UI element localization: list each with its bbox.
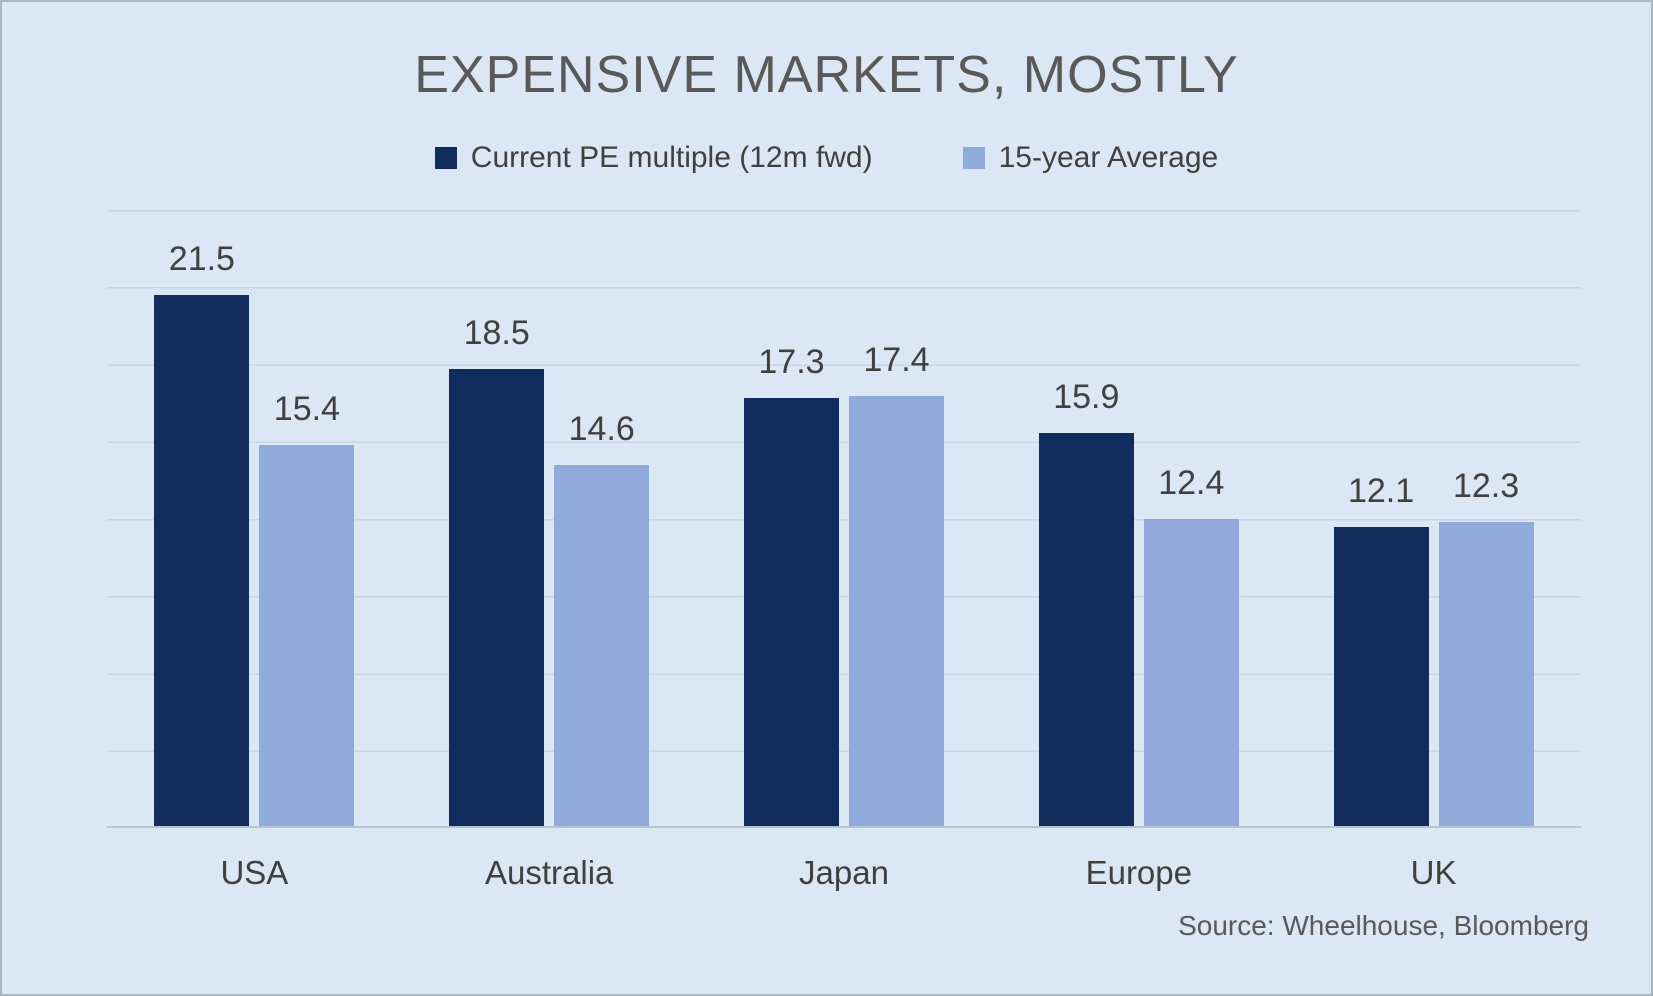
legend-label-average: 15-year Average (998, 141, 1219, 174)
bar-average-australia (554, 465, 650, 826)
source-note: Source: Wheelhouse, Bloomberg (1178, 910, 1589, 941)
value-label: 21.5 (168, 240, 235, 278)
bar-column-average: 14.6 (554, 410, 650, 826)
category-label-japan: Japan (799, 854, 889, 891)
bar-group-australia: 18.5 14.6 (402, 314, 697, 826)
bar-current-usa (154, 295, 250, 826)
value-label: 15.9 (1053, 378, 1120, 416)
value-label: 18.5 (463, 314, 530, 352)
bar-group-usa: 21.5 15.4 (107, 240, 402, 826)
bar-current-australia (449, 369, 545, 826)
legend-item-average: 15-year Average (962, 141, 1219, 175)
legend-swatch-average-icon (962, 147, 985, 169)
category-label-uk: UK (1410, 854, 1457, 891)
bar-column-current: 21.5 (154, 240, 250, 826)
legend-swatch-current-icon (434, 147, 457, 169)
value-label: 14.6 (568, 410, 635, 448)
plot-area: 21.5 15.4 18.5 14.6 17.3 17.4 15.9 12.4 12.1 12.3 (107, 210, 1581, 828)
bar-average-usa (259, 445, 355, 826)
value-label: 17.4 (863, 341, 930, 379)
bar-column-average: 12.3 (1438, 467, 1534, 826)
bar-column-current: 12.1 (1333, 472, 1429, 826)
bar-average-japan (848, 396, 944, 826)
chart-title: EXPENSIVE MARKETS, MOSTLY (414, 46, 1239, 104)
bar-group-japan: 17.3 17.4 (697, 341, 992, 826)
bar-group-europe: 15.9 12.4 (991, 378, 1286, 826)
bar-current-japan (743, 398, 839, 826)
legend-item-current: Current PE multiple (12m fwd) (434, 141, 873, 175)
category-label-europe: Europe (1085, 854, 1192, 891)
bar-average-uk (1438, 522, 1534, 826)
bar-average-europe (1143, 519, 1239, 826)
value-label: 17.3 (758, 343, 825, 381)
value-label: 12.4 (1158, 464, 1225, 502)
value-label: 12.1 (1347, 472, 1415, 510)
category-label-australia: Australia (485, 854, 614, 891)
bar-column-current: 18.5 (449, 314, 545, 826)
bar-column-average: 17.4 (848, 341, 944, 826)
bar-column-average: 12.4 (1143, 464, 1239, 826)
category-axis: USA Australia Japan Europe UK (107, 854, 1581, 892)
legend: Current PE multiple (12m fwd) 15-year Av… (2, 136, 1651, 180)
bar-current-uk (1333, 527, 1429, 826)
bar-group-uk: 12.1 12.3 (1286, 467, 1581, 826)
bar-column-current: 15.9 (1038, 378, 1134, 826)
value-label: 12.3 (1452, 467, 1520, 505)
bar-column-average: 15.4 (259, 390, 355, 826)
bar-column-current: 17.3 (743, 343, 839, 826)
value-label: 15.4 (273, 390, 340, 428)
bar-current-europe (1038, 433, 1134, 826)
category-label-usa: USA (220, 854, 289, 891)
legend-label-current: Current PE multiple (12m fwd) (470, 141, 873, 174)
